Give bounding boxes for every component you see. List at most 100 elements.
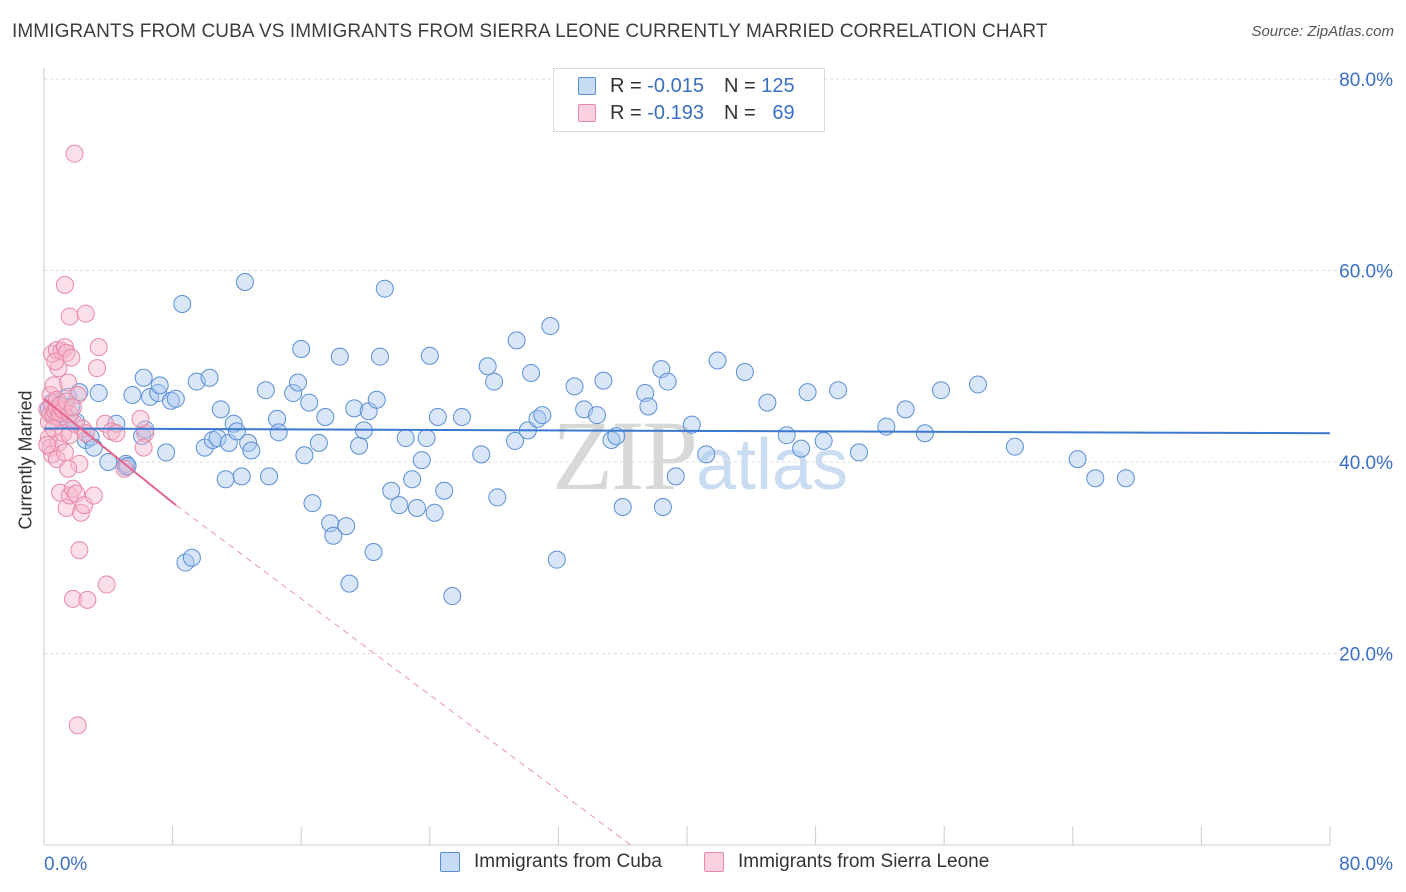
y-tick-label: 20.0%: [1339, 645, 1393, 666]
cuba-point: [425, 503, 444, 522]
sierra-leone-point: [44, 376, 63, 395]
cuba-point: [316, 407, 335, 426]
sierra-leone-point: [88, 359, 107, 378]
cuba-point: [166, 389, 185, 408]
sierra-leone-point: [107, 424, 126, 443]
sierra-leone-point: [76, 304, 95, 323]
cuba-point: [150, 376, 169, 395]
cuba-point: [507, 331, 526, 350]
cuba-point: [968, 375, 987, 394]
sierra-leone-point: [59, 459, 78, 478]
cuba-point: [227, 422, 246, 441]
series-legend-swatch-sierra-leone: [704, 852, 724, 872]
cuba-point: [350, 436, 369, 455]
cuba-point: [435, 481, 454, 500]
cuba-point: [666, 467, 685, 486]
correlation-legend: R = -0.015 N = 125 R = -0.193 N = 69: [553, 68, 825, 132]
sierra-leone-point: [78, 590, 97, 609]
legend-n-label: N =: [723, 74, 756, 97]
cuba-point: [182, 548, 201, 567]
sierra-leone-point: [63, 398, 82, 417]
cuba-point: [735, 362, 754, 381]
cuba-point: [452, 407, 471, 426]
legend-n-value: 125: [761, 74, 795, 97]
legend-swatch-cuba: [578, 77, 596, 95]
cuba-point: [565, 377, 584, 396]
sierra-leone-point: [70, 541, 89, 560]
cuba-point: [915, 424, 934, 443]
cuba-point: [173, 295, 192, 314]
watermark-zip: ZIP: [552, 400, 698, 511]
sierra-leone-point: [89, 338, 108, 357]
cuba-point: [758, 393, 777, 412]
legend-r-value: -0.015: [647, 74, 704, 97]
cuba-point: [134, 368, 153, 387]
x-tick-label: 80.0%: [1339, 854, 1393, 875]
cuba-point: [636, 384, 655, 403]
series-legend-item-sierra-leone[interactable]: Immigrants from Sierra Leone: [704, 851, 989, 873]
series-legend-item-cuba[interactable]: Immigrants from Cuba: [440, 851, 662, 873]
cuba-point: [396, 429, 415, 448]
cuba-point: [309, 433, 328, 452]
cuba-point: [235, 272, 254, 291]
cuba-trend-line: [43, 427, 1331, 435]
cuba-point: [340, 574, 359, 593]
cuba-point: [211, 400, 230, 419]
legend-r-label: R =: [610, 74, 642, 97]
cuba-point: [931, 381, 950, 400]
cuba-point: [407, 498, 426, 517]
legend-n-label: N =: [723, 101, 756, 124]
watermark: ZIPatlas: [552, 398, 848, 513]
cuba-point: [1086, 469, 1105, 488]
cuba-point: [505, 431, 524, 450]
sierra-leone-trend-line: [43, 398, 177, 506]
cuba-point: [488, 488, 507, 507]
cuba-point: [337, 517, 356, 536]
legend-swatch-sierra-leone: [578, 104, 596, 122]
cuba-point: [232, 467, 251, 486]
cuba-point: [850, 443, 869, 462]
sierra-leone-point: [134, 438, 153, 457]
legend-r-value: -0.193: [647, 101, 704, 124]
cuba-point: [594, 371, 613, 390]
cuba-point: [268, 409, 287, 428]
cuba-point: [798, 383, 817, 402]
cuba-point: [123, 385, 142, 404]
cuba-point: [284, 384, 303, 403]
cuba-point: [260, 467, 279, 486]
cuba-point: [792, 439, 811, 458]
cuba-point: [478, 357, 497, 376]
cuba-point: [89, 384, 108, 403]
cuba-point: [896, 400, 915, 419]
cuba-point: [303, 494, 322, 513]
sierra-leone-point: [62, 348, 81, 367]
cuba-point: [682, 415, 701, 434]
cuba-point: [403, 470, 422, 489]
cuba-point: [288, 373, 307, 392]
cuba-point: [420, 346, 439, 365]
series-legend-swatch-cuba: [440, 852, 460, 872]
sierra-leone-point: [63, 479, 82, 498]
sierra-leone-point: [59, 373, 78, 392]
cuba-point: [242, 441, 261, 460]
sierra-leone-point: [68, 716, 87, 735]
cuba-point: [390, 496, 409, 515]
sierra-leone-point: [55, 443, 74, 462]
watermark-atlas: atlas: [696, 425, 849, 505]
sierra-leone-point: [65, 144, 84, 163]
series-legend-label-sierra-leone: Immigrants from Sierra Leone: [738, 851, 990, 872]
sierra-leone-point: [75, 496, 94, 515]
cuba-point: [216, 470, 235, 489]
sierra-leone-point: [84, 486, 103, 505]
cuba-point: [658, 372, 677, 391]
cuba-point: [472, 445, 491, 464]
sierra-leone-point: [55, 275, 74, 294]
cuba-point: [607, 427, 626, 446]
cuba-point: [157, 443, 176, 462]
cuba-point: [295, 446, 314, 465]
cuba-point: [547, 550, 566, 569]
source-label: Source: ZipAtlas.com: [1251, 23, 1394, 40]
y-tick-label: 80.0%: [1339, 70, 1393, 91]
cuba-point: [587, 406, 606, 425]
series-legend-label-cuba: Immigrants from Cuba: [474, 851, 662, 872]
